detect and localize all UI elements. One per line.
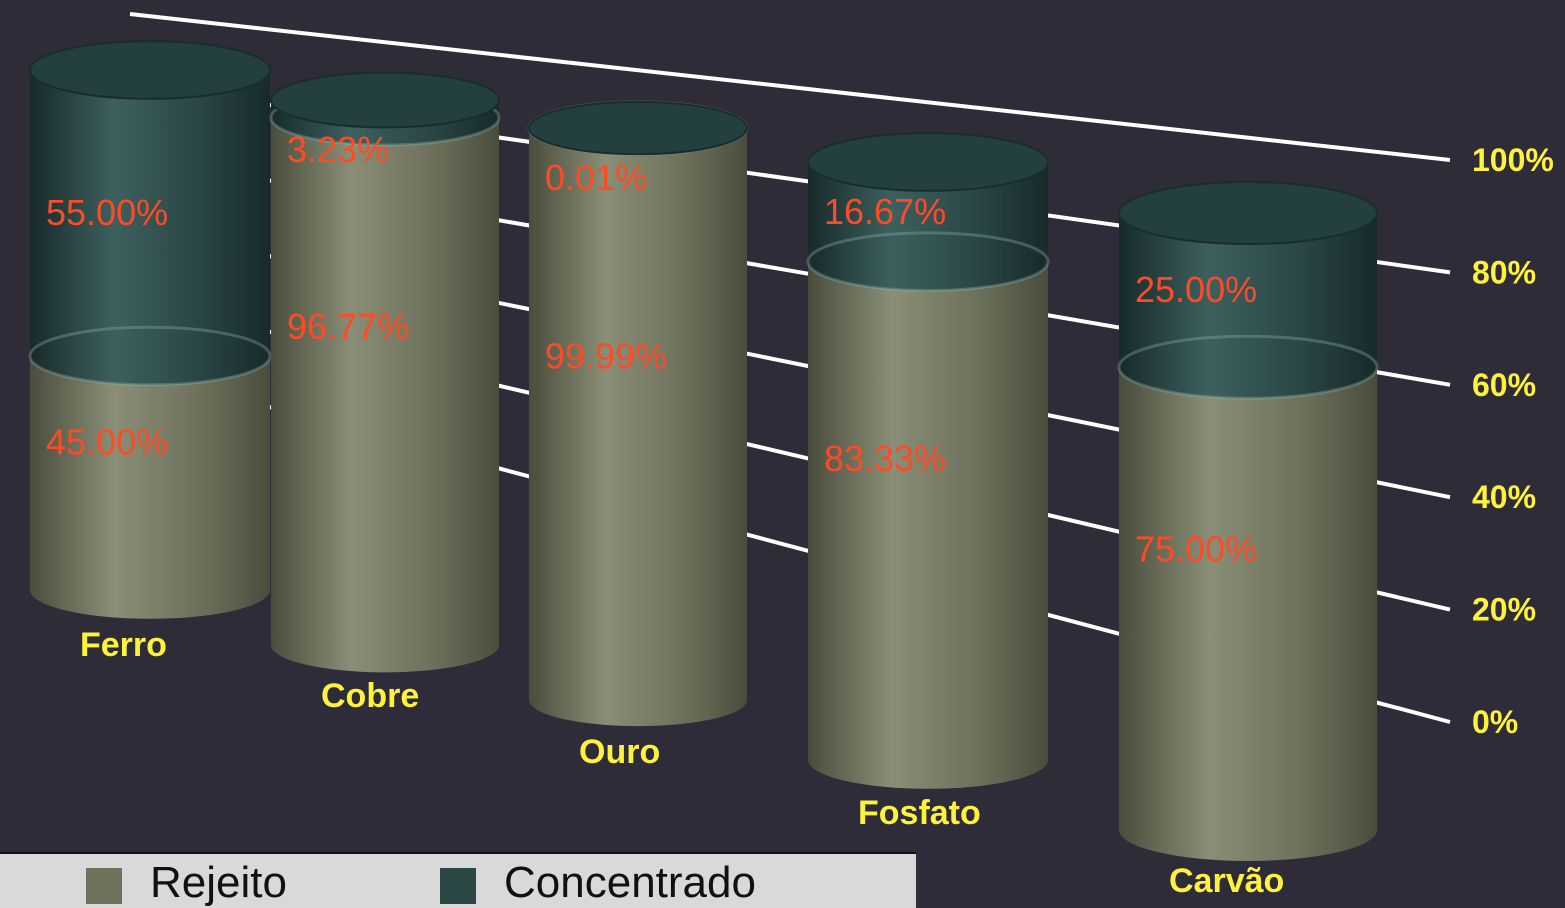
y-tick-label-1: 20% — [1472, 592, 1536, 628]
cylinder-top-cobre — [270, 71, 500, 129]
segment-concentrado-carvao — [1119, 213, 1377, 399]
segment-rejeito-carvao — [1119, 367, 1377, 861]
gridline-5 — [129, 12, 1451, 162]
data-label-rejeito-ferro: 45.00% — [46, 421, 168, 462]
category-label-carvao: Carvão — [1169, 862, 1284, 900]
data-label-rejeito-fosfato: 83.33% — [824, 438, 946, 479]
y-tick-label-5: 100% — [1472, 142, 1554, 178]
segment-concentrado-fosfato — [808, 162, 1048, 291]
segment-concentrado-ferro — [30, 70, 270, 385]
segment-divider-carvao — [1117, 334, 1379, 400]
category-label-ouro: Ouro — [579, 733, 660, 771]
y-tick-label-2: 40% — [1472, 479, 1536, 515]
cylinder-ferro: 55.00% 45.00% — [28, 40, 272, 619]
segment-rejeito-ouro — [529, 128, 747, 727]
cylinder-carvao: 25.00% 75.00% — [1117, 181, 1379, 861]
legend-label-rejeito: Rejeito — [150, 858, 287, 907]
data-label-concentrado-cobre: 3.23% — [287, 129, 389, 170]
y-tick-label-0: 0% — [1472, 704, 1518, 740]
legend: Rejeito Concentrado — [0, 852, 916, 908]
legend-swatch-rejeito — [86, 868, 122, 904]
cylinder-fosfato: 16.67% 83.33% — [806, 132, 1050, 789]
data-label-rejeito-ouro: 99.99% — [545, 335, 667, 376]
cylinder-ouro: 0.01% 99.99% — [527, 100, 749, 727]
data-label-rejeito-cobre: 96.77% — [287, 306, 409, 347]
legend-label-concentrado: Concentrado — [504, 858, 756, 907]
data-label-concentrado-carvao: 25.00% — [1135, 269, 1257, 310]
data-label-rejeito-carvao: 75.00% — [1135, 529, 1257, 570]
category-label-cobre: Cobre — [321, 677, 419, 715]
category-label-fosfato: Fosfato — [858, 794, 981, 832]
cylinder-top-carvao — [1118, 181, 1378, 245]
y-tick-label-3: 60% — [1472, 367, 1536, 403]
cylinder-top-ferro — [29, 40, 271, 100]
data-label-concentrado-ouro: 0.01% — [545, 157, 647, 198]
segment-rejeito-cobre — [271, 117, 499, 673]
legend-swatch-concentrado — [440, 868, 476, 904]
segment-rejeito-ferro — [30, 356, 270, 619]
cylinder-top-fosfato — [807, 132, 1049, 192]
data-label-concentrado-fosfato: 16.67% — [824, 191, 946, 232]
data-label-concentrado-ferro: 55.00% — [46, 192, 168, 233]
segment-rejeito-fosfato — [808, 261, 1048, 789]
cylinder-cobre: 3.23% 96.77% — [269, 71, 501, 673]
cylinder-top-ouro — [528, 100, 748, 156]
segment-divider-fosfato — [806, 231, 1050, 292]
y-tick-label-4: 80% — [1472, 254, 1536, 290]
segment-divider-ferro — [28, 325, 272, 387]
category-label-ferro: Ferro — [80, 626, 167, 664]
